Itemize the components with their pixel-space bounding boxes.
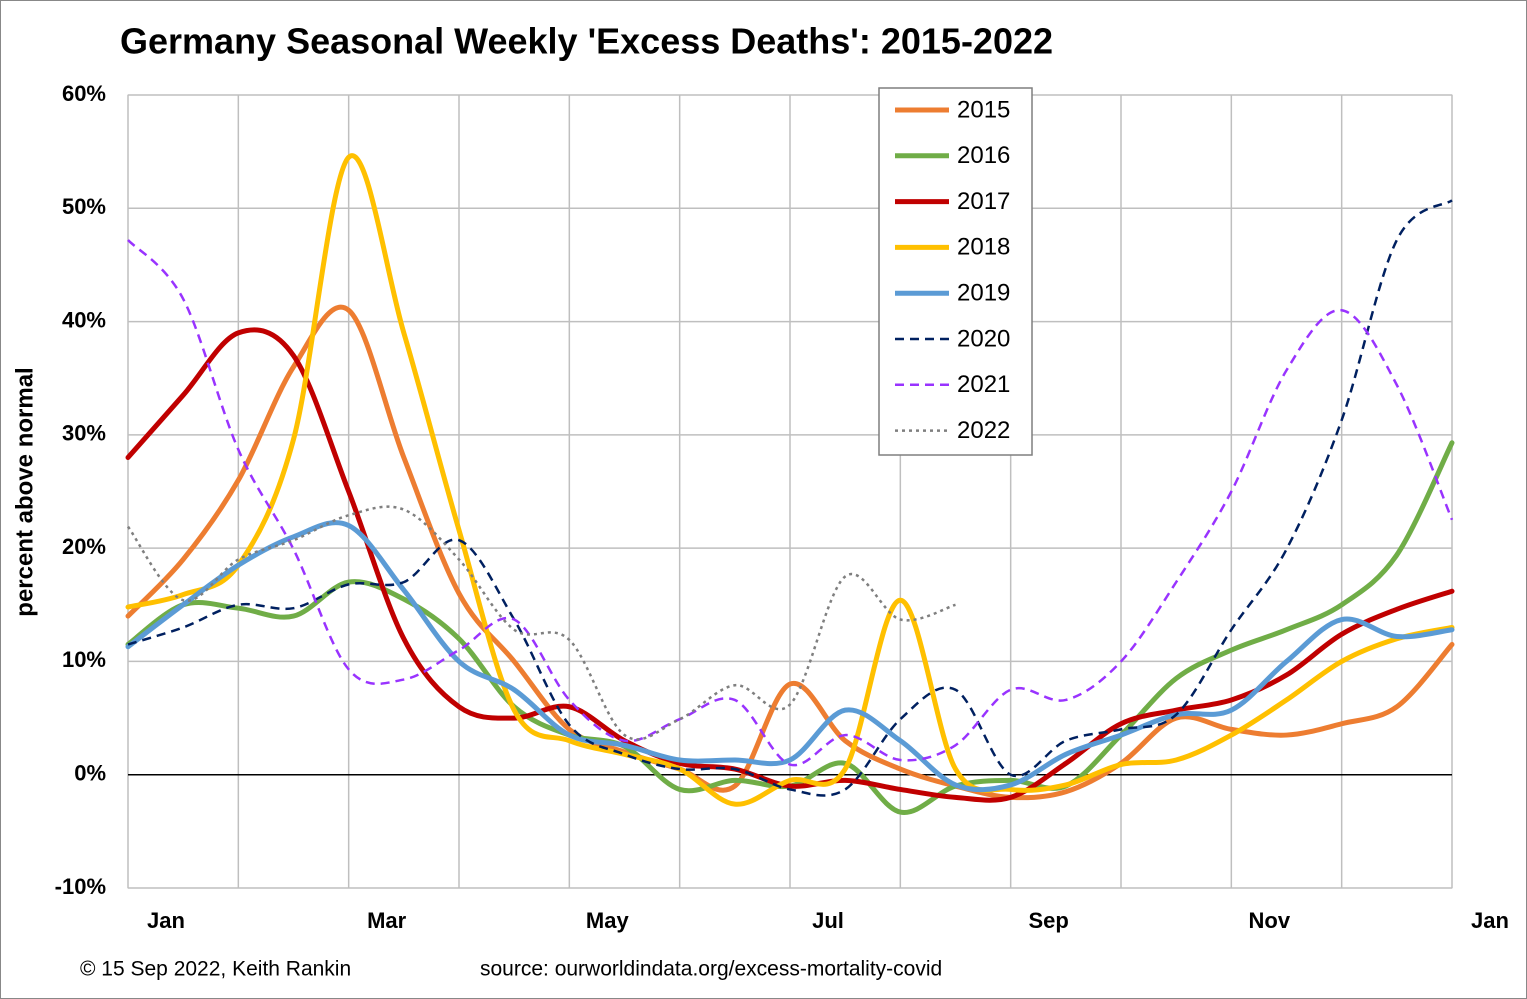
series-line <box>125 327 1455 803</box>
legend-label: 2019 <box>957 280 1010 307</box>
y-tick-label: 50% <box>62 194 106 219</box>
legend-box <box>878 87 1033 456</box>
chart-title: Germany Seasonal Weekly 'Excess Deaths':… <box>120 21 1053 62</box>
x-tick-label: Jan <box>147 908 185 933</box>
series-line <box>125 440 1455 815</box>
legend-label: 2016 <box>957 142 1010 169</box>
x-tick-label: Sep <box>1028 908 1068 933</box>
y-tick-label: 40% <box>62 307 106 332</box>
x-tick-label: May <box>586 908 630 933</box>
footer-source: source: ourworldindata.org/excess-mortal… <box>480 958 942 981</box>
x-tick-label: Nov <box>1249 908 1291 933</box>
y-tick-label: -10% <box>55 874 106 899</box>
series-line <box>125 153 1455 807</box>
legend-label: 2017 <box>957 188 1010 215</box>
x-tick-label: Mar <box>367 908 407 933</box>
y-tick-label: 10% <box>62 647 106 672</box>
legend-label: 2021 <box>957 371 1010 398</box>
series-line <box>127 199 1453 797</box>
legend-label: 2020 <box>957 325 1010 352</box>
series-line <box>127 239 1454 767</box>
legend-label: 2022 <box>957 417 1010 444</box>
y-tick-label: 0% <box>74 761 106 786</box>
series-line <box>125 520 1455 793</box>
x-tick-label: Jul <box>812 908 844 933</box>
legend-label: 2015 <box>957 96 1010 123</box>
legend-label: 2018 <box>957 234 1010 261</box>
y-tick-label: 60% <box>62 81 106 106</box>
y-tick-label: 20% <box>62 534 106 559</box>
y-axis-label: percent above normal <box>11 367 38 616</box>
x-tick-label: Jan <box>1471 908 1509 933</box>
y-tick-label: 30% <box>62 421 106 446</box>
footer-credit: © 15 Sep 2022, Keith Rankin <box>80 958 351 981</box>
series-line <box>126 505 956 741</box>
